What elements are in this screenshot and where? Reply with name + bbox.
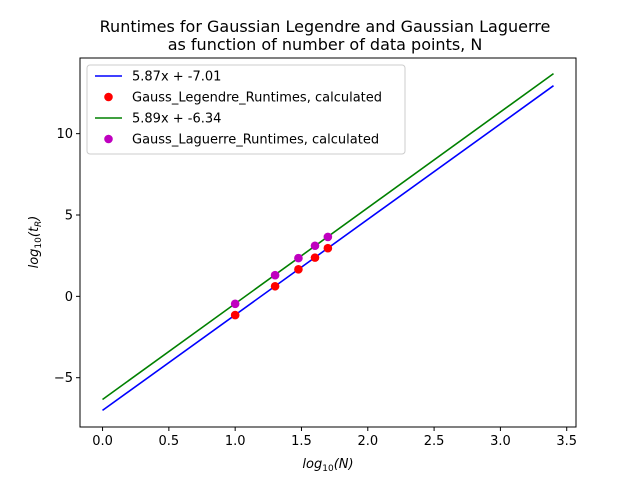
plot-area bbox=[102, 72, 554, 412]
axis-ticks: 0.0 0.5 1.0 1.5 2.0 2.5 3.0 3.5 −5 0 5 10 bbox=[54, 127, 577, 449]
y-tick-label: 0 bbox=[65, 290, 73, 305]
y-axis-label: log10(tR) bbox=[27, 216, 44, 269]
legend: 5.87x + -7.01 Gauss_Legendre_Runtimes, ca… bbox=[86, 64, 406, 155]
series-point-1 bbox=[230, 310, 240, 320]
chart-subtitle: as function of number of data points, N bbox=[168, 35, 483, 54]
legend-label: 5.89x + -6.34 bbox=[132, 112, 221, 127]
series-point-1 bbox=[270, 281, 280, 291]
legend-label: Gauss_Laguerre_Runtimes, calculated bbox=[132, 133, 379, 148]
series-point-3 bbox=[310, 241, 320, 251]
y-tick-label: −5 bbox=[54, 371, 73, 386]
series-point-1 bbox=[310, 253, 320, 262]
x-tick-label: 0.5 bbox=[159, 434, 180, 449]
x-tick-label: 1.0 bbox=[225, 434, 246, 449]
legend-box bbox=[86, 64, 406, 155]
x-tick-label: 3.0 bbox=[490, 434, 511, 449]
series-point-3 bbox=[323, 232, 333, 242]
legend-marker-swatch bbox=[104, 92, 113, 102]
series-point-3 bbox=[230, 299, 240, 309]
x-tick-label: 0.0 bbox=[92, 434, 113, 449]
series-point-3 bbox=[270, 270, 280, 280]
legend-label: 5.87x + -7.01 bbox=[132, 70, 221, 85]
plot-frame bbox=[79, 57, 577, 428]
chart-title: Runtimes for Gaussian Legendre and Gauss… bbox=[100, 17, 551, 36]
series-point-1 bbox=[323, 243, 333, 253]
y-tick-label: 5 bbox=[65, 209, 73, 224]
legend-marker-swatch bbox=[104, 134, 113, 144]
x-tick-label: 1.5 bbox=[291, 434, 312, 449]
x-axis-label: log10(N) bbox=[302, 457, 353, 474]
x-tick-label: 2.0 bbox=[357, 434, 378, 449]
series-point-3 bbox=[294, 253, 303, 263]
x-tick-label: 3.5 bbox=[556, 434, 577, 449]
legend-label: Gauss_Legendre_Runtimes, calculated bbox=[132, 91, 382, 106]
y-tick-label: 10 bbox=[56, 127, 73, 142]
x-tick-label: 2.5 bbox=[424, 434, 445, 449]
series-point-1 bbox=[294, 265, 303, 274]
